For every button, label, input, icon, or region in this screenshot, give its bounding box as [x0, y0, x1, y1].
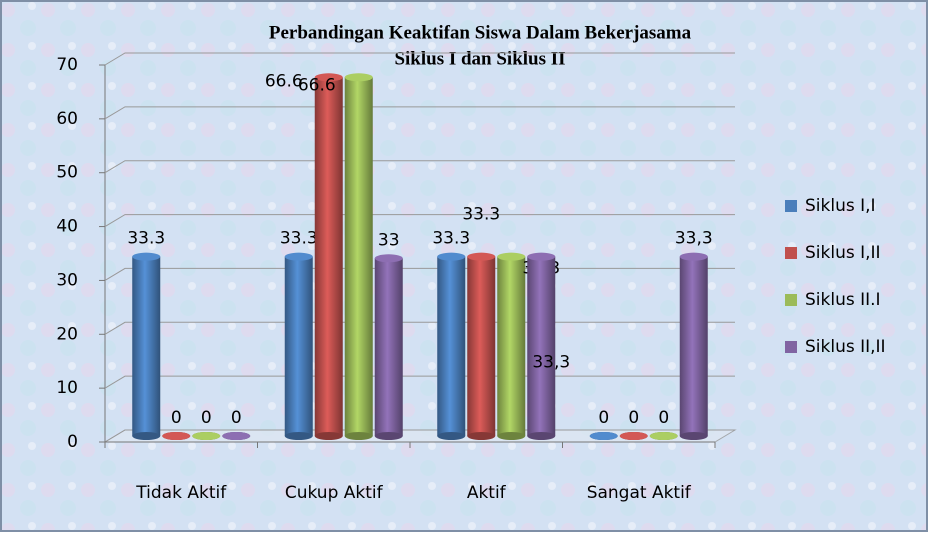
- legend-label: Siklus I,I: [805, 196, 876, 216]
- bar-top: [192, 432, 221, 440]
- y-tick-label: 10: [56, 378, 78, 398]
- y-tick-label: 0: [67, 432, 78, 452]
- grid-line: [104, 52, 735, 66]
- chart-title: Perbandingan Keaktifan Siswa Dalam Beker…: [269, 22, 692, 43]
- bar: [679, 256, 708, 436]
- bar-top: [527, 252, 556, 261]
- x-tick-label: Aktif: [467, 483, 507, 503]
- bar-top: [222, 432, 251, 440]
- legend-label: Siklus II,II: [805, 337, 886, 357]
- legend-swatch: [785, 247, 797, 259]
- bar: [344, 77, 373, 436]
- bar: [497, 256, 526, 436]
- data-label: 33.3: [462, 205, 500, 225]
- x-tick-label: Tidak Aktif: [135, 483, 227, 503]
- y-tick-label: 60: [56, 109, 78, 129]
- bar-top: [284, 252, 313, 261]
- bar-base: [132, 432, 161, 440]
- bar-top: [162, 432, 191, 440]
- bar-base: [374, 432, 403, 440]
- bar: [374, 258, 403, 436]
- bar: [437, 256, 466, 436]
- bar: [132, 256, 161, 436]
- bar-top: [679, 252, 708, 261]
- bar-top: [374, 254, 403, 263]
- grid-line: [104, 214, 735, 228]
- data-label: 66.6: [265, 71, 303, 91]
- bar: [527, 256, 556, 436]
- data-label: 33.3: [432, 229, 470, 249]
- data-label: 0: [598, 408, 609, 428]
- y-tick-label: 50: [56, 163, 78, 183]
- bar-base: [437, 432, 466, 440]
- y-tick-label: 40: [56, 217, 78, 237]
- bar-base: [679, 432, 708, 440]
- data-label: 0: [201, 408, 212, 428]
- x-tick-label: Sangat Aktif: [587, 483, 692, 503]
- y-tick-label: 20: [56, 324, 78, 344]
- bar-top: [589, 432, 618, 440]
- bar-top: [619, 432, 648, 440]
- legend-label: Siklus II.I: [805, 290, 881, 310]
- bar-top: [132, 252, 161, 261]
- bar-base: [497, 432, 526, 440]
- data-label: 0: [658, 408, 669, 428]
- bar: [467, 256, 496, 436]
- bar-base: [467, 432, 496, 440]
- y-tick-label: 70: [56, 55, 78, 75]
- grid-line: [104, 106, 735, 120]
- data-label: 33.3: [127, 229, 165, 249]
- bar-top: [344, 73, 373, 82]
- bar: [314, 77, 343, 436]
- legend-swatch: [785, 341, 797, 353]
- data-label: 0: [231, 408, 242, 428]
- bar-base: [314, 432, 343, 440]
- bar: [284, 256, 313, 436]
- legend-label: Siklus I,II: [805, 243, 881, 263]
- bar-base: [527, 432, 556, 440]
- chart-title: Siklus I dan Siklus II: [394, 48, 565, 69]
- bar-base: [344, 432, 373, 440]
- y-tick-label: 30: [56, 270, 78, 290]
- bar-base: [284, 432, 313, 440]
- x-tick-label: Cukup Aktif: [285, 483, 384, 503]
- data-label: 0: [628, 408, 639, 428]
- data-label: 0: [171, 408, 182, 428]
- bar-top: [437, 252, 466, 261]
- grid-line: [104, 160, 735, 174]
- data-label: 33,3: [675, 229, 713, 249]
- data-label: 33.3: [280, 229, 318, 249]
- bar-top: [314, 73, 343, 82]
- legend-swatch: [785, 294, 797, 306]
- data-label: 33,3: [532, 353, 570, 373]
- data-label: 33: [378, 230, 400, 250]
- bar-top: [649, 432, 678, 440]
- data-label: 66.6: [298, 75, 336, 95]
- bar-top: [467, 252, 496, 261]
- legend-swatch: [785, 200, 797, 212]
- bar-top: [497, 252, 526, 261]
